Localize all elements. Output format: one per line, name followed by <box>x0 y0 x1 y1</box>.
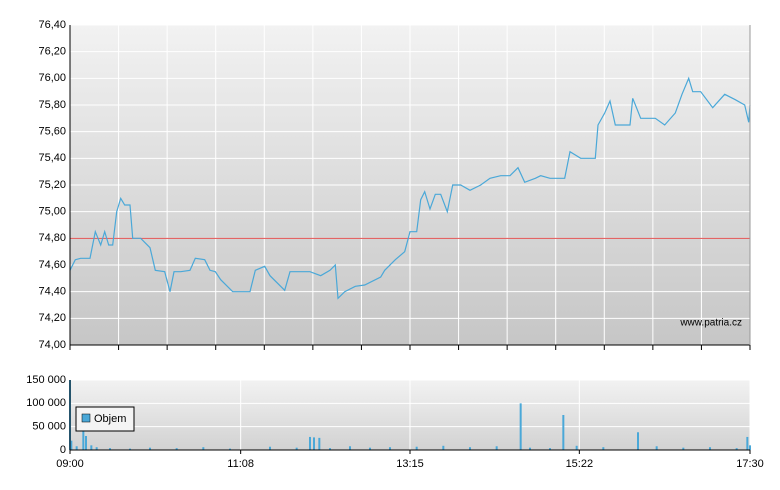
y-tick-label: 100 000 <box>26 397 66 409</box>
y-tick-label: 75,80 <box>38 99 66 111</box>
volume-bar <box>602 447 605 450</box>
volume-bar <box>129 448 131 450</box>
volume-bar <box>149 447 151 450</box>
volume-bar <box>369 447 371 450</box>
legend-swatch <box>81 413 91 423</box>
y-tick-label: 76,00 <box>38 72 66 84</box>
y-tick-label: 0 <box>60 444 66 456</box>
volume-bar <box>415 446 418 450</box>
x-tick-label: 15:22 <box>566 458 594 470</box>
y-tick-label: 74,80 <box>38 232 66 244</box>
volume-bar <box>309 436 311 450</box>
x-tick-label: 11:08 <box>227 458 254 470</box>
legend-label: Objem <box>94 413 126 425</box>
volume-bar <box>95 447 98 450</box>
volume-bar <box>75 446 78 450</box>
volume-bar <box>295 447 298 450</box>
volume-bar <box>329 448 331 450</box>
y-tick-label: 74,20 <box>38 312 66 324</box>
volume-bar <box>349 446 351 450</box>
volume-bar <box>682 447 685 450</box>
volume-bar <box>202 447 205 450</box>
volume-bar <box>90 445 93 450</box>
volume-bar <box>655 446 658 450</box>
y-tick-label: 75,40 <box>38 152 66 164</box>
volume-bar <box>442 445 445 450</box>
y-tick-label: 74,40 <box>38 286 66 298</box>
volume-bar <box>318 437 321 450</box>
y-tick-label: 75,00 <box>38 206 66 218</box>
y-tick-label: 50 000 <box>32 421 66 433</box>
volume-bar <box>85 436 87 450</box>
watermark: www.patria.cz <box>679 318 742 329</box>
volume-bar <box>175 448 178 450</box>
volume-bar <box>575 445 578 450</box>
volume-bar <box>562 415 565 450</box>
y-tick-label: 75,20 <box>38 179 66 191</box>
volume-bar <box>229 448 231 450</box>
volume-bar <box>709 447 711 450</box>
x-tick-label: 13:15 <box>396 458 424 470</box>
x-tick-label: 17:30 <box>736 458 764 470</box>
volume-bar <box>389 447 391 450</box>
y-tick-label: 75,60 <box>38 126 66 138</box>
y-tick-label: 74,60 <box>38 259 66 271</box>
y-tick-label: 150 000 <box>26 374 66 386</box>
volume-bar <box>82 429 85 450</box>
volume-bar <box>735 448 738 450</box>
volume-bar <box>519 403 522 450</box>
volume-bar <box>749 445 751 450</box>
volume-bar <box>637 432 639 450</box>
volume-bar <box>70 440 73 450</box>
y-tick-label: 74,00 <box>38 339 66 351</box>
x-tick-label: 09:00 <box>56 458 84 470</box>
volume-bar <box>109 448 111 450</box>
volume-bar <box>495 446 498 450</box>
y-tick-label: 76,20 <box>38 46 66 58</box>
volume-bar <box>313 437 315 450</box>
price-line <box>69 76 751 300</box>
volume-bar <box>746 436 749 450</box>
volume-bar <box>469 447 471 450</box>
volume-bar <box>529 447 531 450</box>
volume-bar <box>549 448 551 450</box>
y-tick-label: 76,40 <box>38 19 66 31</box>
volume-bar <box>269 446 271 450</box>
